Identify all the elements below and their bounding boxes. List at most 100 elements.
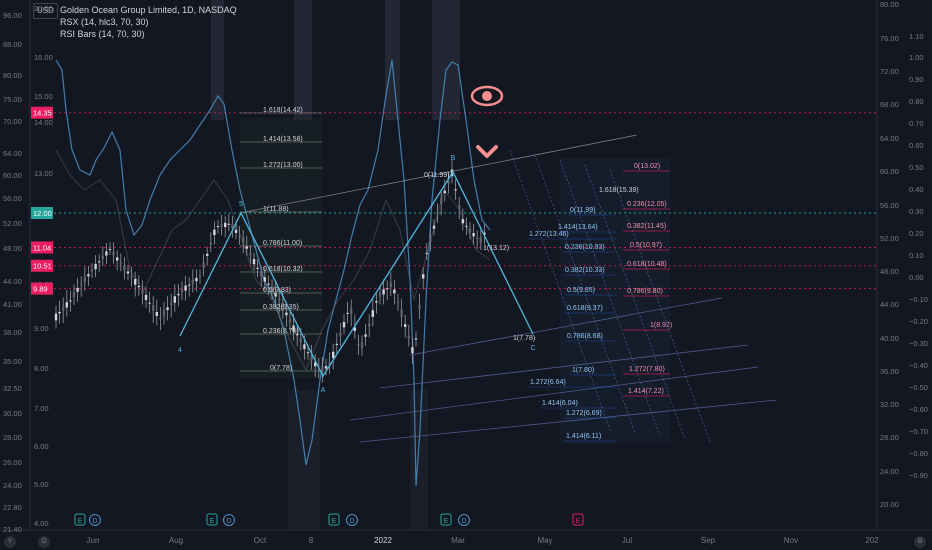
candle-body	[393, 289, 396, 294]
oscillator-tick-label: −0.50	[909, 383, 928, 392]
candle-body	[65, 302, 68, 308]
price-tick-label: 20.00	[34, 4, 53, 13]
oscillator-tick-label: −0.80	[909, 449, 928, 458]
candle-body	[58, 311, 61, 314]
candle-body	[479, 237, 482, 243]
earnings-marker-box	[74, 513, 86, 526]
left-outer-tick-label: 26.00	[3, 458, 22, 467]
fib-left-level-label: 0.786(11.00)	[263, 240, 302, 247]
candle-body	[184, 285, 187, 291]
left-outer-tick-label: 88.00	[3, 40, 22, 49]
right-outer-tick-label: 24.00	[880, 467, 899, 476]
candle-body	[213, 229, 216, 236]
candle-body	[126, 271, 130, 274]
currency-chip[interactable]: USD	[33, 3, 58, 19]
fib-red-level-label: 0.236(12.05)	[627, 201, 667, 208]
candle-body	[278, 299, 281, 301]
candle-body	[80, 283, 83, 285]
oscillator-tick-label: 0.40	[909, 185, 924, 194]
candle-body	[386, 288, 389, 290]
time-tick-label: 202	[865, 536, 879, 545]
candle-body	[468, 228, 472, 233]
candle-body	[216, 226, 220, 228]
candle-body	[188, 284, 191, 286]
candle-body	[87, 274, 90, 277]
price-tick-label: 6.00	[34, 442, 49, 451]
dividend-marker: D	[89, 514, 101, 526]
fib-blue-level-label: 0.786(8.68)	[567, 333, 603, 340]
candle-body	[195, 277, 198, 282]
right-outer-tick-label: 36.00	[880, 367, 899, 376]
legend-title: Golden Ocean Group Limited, 1D, NASDAQ	[60, 5, 237, 15]
candle-body	[234, 229, 238, 233]
oscillator-tick-label: 0.60	[909, 141, 924, 150]
left-outer-tick-label: 80.00	[3, 71, 22, 80]
oscillator-tick-label: 0.30	[909, 207, 924, 216]
oscillator-tick-label: 0.80	[909, 97, 924, 106]
earnings-marker-label: E	[78, 518, 83, 525]
dividend-marker-circle	[89, 514, 101, 526]
candle-body	[296, 334, 299, 336]
candle-body	[371, 310, 374, 317]
oscillator-tick-label: 1.10	[909, 32, 924, 41]
candle-body	[429, 237, 432, 243]
eye-icon	[470, 85, 504, 107]
earnings-marker-label: E	[332, 518, 337, 525]
dividend-marker: D	[223, 514, 235, 526]
earnings-marker-box	[328, 513, 340, 526]
candle-body	[238, 235, 241, 237]
candle-body	[62, 306, 65, 311]
candle-body	[382, 289, 385, 295]
candle-body	[101, 255, 104, 259]
fib-blue-level-label: 1(7.80)	[572, 367, 594, 374]
y-axis-button[interactable]: Y	[4, 536, 16, 548]
candle-body	[299, 338, 302, 343]
candle-body	[443, 190, 446, 194]
candle-body	[292, 325, 295, 332]
fib-red-level-label: 0.5(10.97)	[630, 242, 662, 249]
price-tick-label: 5.00	[34, 480, 49, 489]
price-label-chip	[31, 282, 53, 295]
candle-body	[274, 292, 277, 297]
candle-body	[170, 302, 173, 306]
candle-body	[144, 294, 148, 301]
candle-body	[155, 311, 158, 317]
fib-blue-level-label: 0(11.99)	[570, 207, 596, 214]
dividend-marker-label: D	[461, 518, 466, 525]
candle-body	[263, 277, 266, 282]
fib-left-level-label: 0.5(9.83)	[263, 287, 291, 294]
eye-pupil	[482, 91, 492, 101]
goto-date-button[interactable]: G	[38, 536, 50, 548]
candle-body	[177, 293, 180, 296]
candle-body	[90, 269, 94, 272]
fib-left-level-label: 1(11.88)	[263, 206, 289, 213]
candle-body	[252, 259, 256, 265]
time-tick-label: 2022	[374, 536, 392, 545]
left-outer-tick-label: 60.00	[3, 171, 22, 180]
rsx-oscillator-line	[55, 59, 491, 487]
oscillator-tick-label: 0.00	[909, 273, 924, 282]
earnings-marker-label: E	[210, 518, 215, 525]
fib-blue-level-label: 1.414(6.11)	[566, 433, 601, 440]
earnings-marker: E	[74, 513, 86, 526]
fib-blue-level-label: 0.236(10.93)	[565, 244, 605, 251]
candle-body	[414, 338, 418, 340]
fib-red-level-label: 0(13.02)	[634, 163, 660, 170]
candle-body	[288, 319, 292, 323]
oscillator-tick-label: −0.70	[909, 427, 928, 436]
fib-blue-level-label: 0.382(10.33)	[565, 267, 605, 274]
legend-indicator-rsx[interactable]: RSX (14, hlc3, 70, 30)	[60, 17, 149, 27]
fib-fan-line-1	[534, 154, 636, 434]
right-outer-tick-label: 56.00	[880, 201, 899, 210]
fib-blue-level-label: 1.414(13.64)	[558, 224, 598, 231]
right-outer-tick-label: 64.00	[880, 134, 899, 143]
fib-red-level-label: 0.786(9.80)	[627, 288, 663, 295]
legend-indicator-rsi-bars[interactable]: RSI Bars (14, 70, 30)	[60, 29, 145, 39]
candle-body	[206, 253, 209, 256]
settings-gear-icon[interactable]: ⚙	[914, 536, 926, 548]
fib-fan-line-2	[559, 159, 661, 437]
right-outer-tick-label: 52.00	[880, 234, 899, 243]
price-label-chip	[31, 241, 53, 254]
dividend-marker-label: D	[92, 518, 97, 525]
